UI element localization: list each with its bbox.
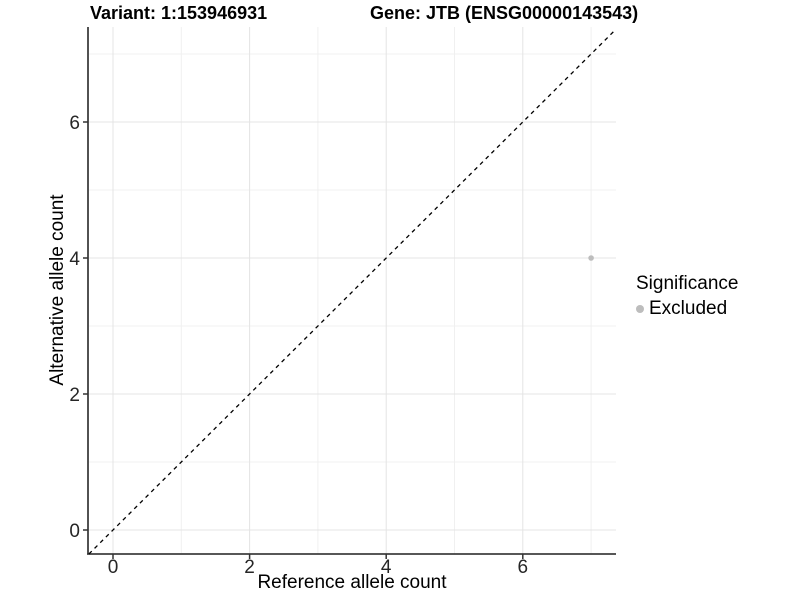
identity-reference-line <box>88 28 617 555</box>
x-tick-label: 4 <box>381 557 392 578</box>
x-tick-label: 2 <box>244 557 255 578</box>
y-tick-label: 0 <box>69 521 80 542</box>
y-tick-label: 6 <box>69 113 80 134</box>
data-point <box>588 255 594 261</box>
legend-entry-label: Excluded <box>649 298 728 319</box>
y-tick-label: 2 <box>69 385 80 406</box>
legend-title: Significance <box>636 273 739 294</box>
excluded-point-icon <box>636 305 644 313</box>
y-tick-label: 4 <box>69 249 80 270</box>
legend-entry-excluded: Excluded <box>636 298 738 320</box>
x-tick-label: 0 <box>108 557 119 578</box>
variant-title: Variant: 1:153946931 <box>90 3 268 23</box>
x-tick-label: 6 <box>518 557 529 578</box>
y-axis-title: Alternative allele count <box>47 194 68 386</box>
gene-title: Gene: JTB (ENSG00000143543) <box>370 3 639 23</box>
legend: Significance Excluded <box>636 273 738 320</box>
x-axis-title: Reference allele count <box>257 572 447 593</box>
